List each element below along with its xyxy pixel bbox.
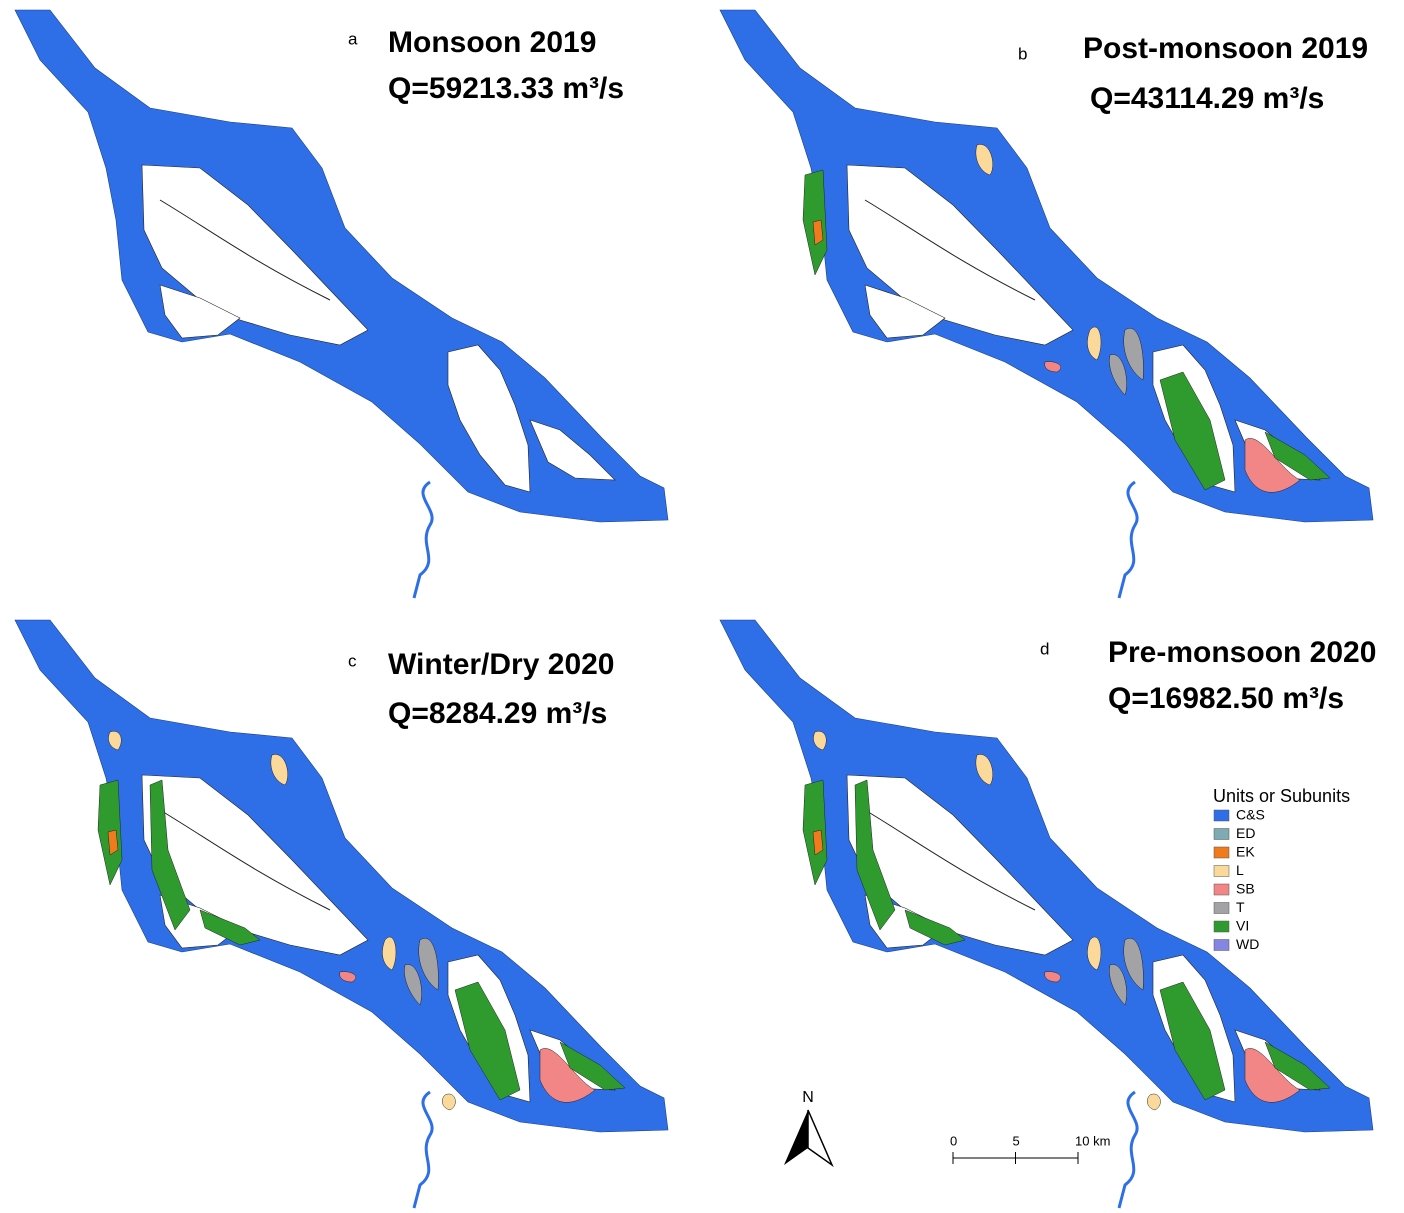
panel-title: Post-monsoon 2019: [1083, 32, 1368, 65]
panel-discharge: Q=59213.33 m³/s: [388, 72, 624, 105]
legend-swatch: [1214, 921, 1229, 932]
panel-letter: a: [348, 29, 358, 48]
legend-label: WD: [1236, 936, 1259, 952]
tributary: [1119, 482, 1137, 598]
legend-label: L: [1236, 862, 1244, 878]
unit-patch: [1147, 1094, 1160, 1110]
legend: Units or Subunits C&S ED EK L SB T VI WD: [1213, 786, 1350, 952]
legend-label: C&S: [1236, 807, 1265, 823]
legend-title: Units or Subunits: [1213, 786, 1350, 806]
scale-label: 10 km: [1075, 1133, 1110, 1148]
panel-letter: c: [348, 651, 357, 670]
scale-label: 5: [1013, 1133, 1020, 1148]
legend-swatch: [1214, 866, 1229, 877]
panels: [15, 10, 1373, 1208]
legend-swatch: [1214, 847, 1229, 858]
tributary: [1119, 1092, 1137, 1208]
legend-label: ED: [1236, 825, 1255, 841]
unit-patch: [442, 1094, 455, 1110]
panel-discharge: Q=43114.29 m³/s: [1090, 82, 1324, 115]
legend-swatch: [1214, 903, 1229, 914]
north-arrow: N: [784, 1089, 832, 1165]
legend-label: VI: [1236, 918, 1249, 934]
panel-letter: d: [1040, 639, 1049, 658]
north-label: N: [802, 1089, 814, 1106]
legend-label: SB: [1236, 881, 1255, 897]
legend-swatch: [1214, 810, 1229, 821]
legend-label: EK: [1236, 844, 1255, 860]
figure: Units or Subunits C&S ED EK L SB T VI WD N 0 5 10…: [0, 0, 1404, 1213]
legend-label: T: [1236, 899, 1245, 915]
north-arrow-half: [808, 1110, 832, 1165]
panel-discharge: Q=8284.29 m³/s: [388, 697, 607, 730]
panel-discharge: Q=16982.50 m³/s: [1108, 682, 1344, 715]
tributary: [414, 1092, 432, 1208]
scale-bar: 0 5 10 km: [950, 1133, 1110, 1164]
legend-swatch: [1214, 940, 1229, 951]
legend-swatch: [1214, 829, 1229, 840]
panel-letter: b: [1018, 44, 1027, 63]
legend-swatch: [1214, 884, 1229, 895]
tributary: [414, 482, 432, 598]
panel-title: Monsoon 2019: [388, 26, 596, 59]
panel-title: Winter/Dry 2020: [388, 648, 615, 681]
scale-label: 0: [950, 1133, 957, 1148]
panel-title: Pre-monsoon 2020: [1108, 636, 1376, 669]
